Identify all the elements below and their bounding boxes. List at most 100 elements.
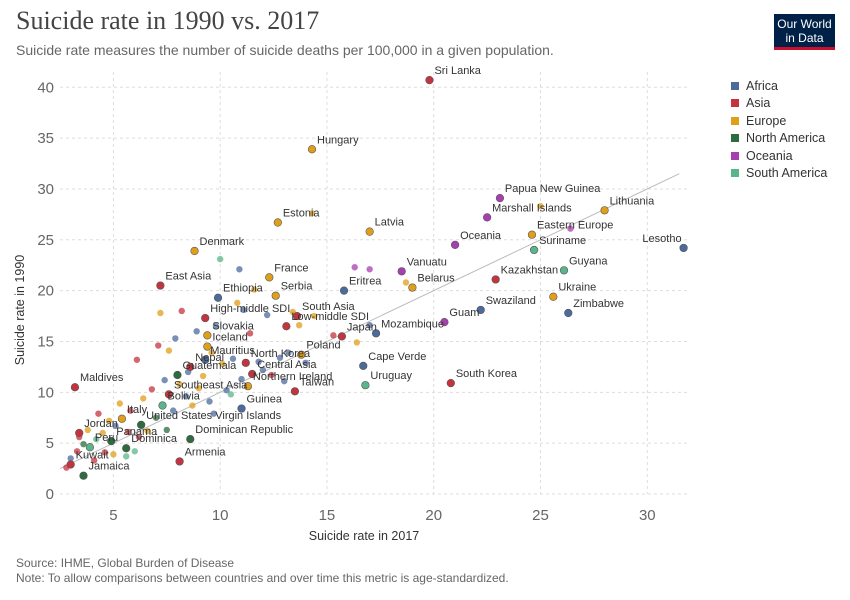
data-point[interactable] (164, 390, 174, 399)
data-point[interactable] (246, 330, 254, 337)
data-point[interactable] (255, 358, 262, 366)
data-point[interactable] (295, 322, 303, 329)
data-point[interactable] (156, 281, 165, 290)
data-point[interactable] (273, 218, 282, 227)
data-point[interactable] (307, 145, 317, 154)
data-point[interactable] (237, 404, 246, 413)
data-point[interactable] (90, 457, 98, 464)
legend-item-south-america[interactable]: South America (731, 165, 827, 183)
data-point[interactable] (302, 359, 309, 367)
legend-item-north-america[interactable]: North America (731, 130, 827, 148)
data-point[interactable] (446, 379, 455, 388)
legend-item-asia[interactable]: Asia (731, 95, 827, 113)
data-point[interactable] (169, 407, 177, 414)
data-point[interactable] (268, 371, 275, 379)
data-point[interactable] (600, 206, 609, 215)
data-point[interactable] (161, 376, 168, 384)
data-point[interactable] (263, 311, 271, 319)
data-point[interactable] (144, 427, 151, 435)
data-point[interactable] (122, 444, 131, 453)
data-point[interactable] (359, 361, 368, 370)
data-point[interactable] (229, 355, 237, 362)
data-point[interactable] (84, 426, 91, 434)
data-point[interactable] (101, 449, 109, 456)
data-point[interactable] (213, 293, 223, 302)
data-point[interactable] (157, 309, 164, 317)
data-point[interactable] (158, 401, 167, 410)
data-point[interactable] (365, 227, 374, 236)
data-point[interactable] (70, 383, 80, 392)
data-point[interactable] (219, 360, 226, 368)
data-point[interactable] (75, 428, 84, 438)
data-point[interactable] (402, 279, 410, 286)
data-point[interactable] (201, 355, 210, 364)
data-point[interactable] (371, 329, 381, 338)
data-point[interactable] (476, 305, 485, 315)
data-point[interactable] (186, 434, 195, 444)
data-point[interactable] (282, 322, 291, 331)
data-point[interactable] (290, 387, 300, 396)
data-point[interactable] (234, 299, 241, 307)
data-point[interactable] (80, 440, 87, 448)
data-point[interactable] (117, 414, 127, 423)
data-point[interactable] (79, 471, 88, 480)
data-point[interactable] (308, 210, 316, 217)
data-point[interactable] (208, 349, 215, 356)
data-point[interactable] (285, 349, 292, 356)
data-point[interactable] (193, 328, 200, 335)
data-point[interactable] (223, 387, 230, 394)
data-point[interactable] (549, 292, 558, 301)
data-point[interactable] (330, 332, 337, 339)
data-point[interactable] (450, 240, 460, 249)
data-point[interactable] (110, 451, 117, 458)
data-point[interactable] (337, 332, 346, 341)
data-point[interactable] (212, 323, 220, 330)
data-point[interactable] (527, 230, 537, 239)
data-point[interactable] (351, 264, 358, 271)
data-point[interactable] (165, 347, 173, 354)
data-point[interactable] (140, 395, 147, 402)
data-point[interactable] (195, 385, 203, 392)
data-point[interactable] (259, 366, 267, 374)
data-point[interactable] (105, 417, 113, 424)
data-point[interactable] (199, 372, 207, 380)
data-point[interactable] (491, 275, 500, 284)
data-point[interactable] (73, 448, 81, 455)
data-point[interactable] (116, 400, 123, 407)
data-point[interactable] (125, 428, 132, 436)
data-point[interactable] (227, 391, 235, 398)
data-point[interactable] (564, 308, 573, 318)
data-point[interactable] (567, 225, 574, 232)
data-point[interactable] (66, 460, 75, 469)
data-point[interactable] (310, 312, 318, 320)
data-point[interactable] (178, 307, 185, 315)
legend-item-europe[interactable]: Europe (731, 112, 827, 130)
data-point[interactable] (133, 356, 141, 363)
data-point[interactable] (216, 255, 224, 263)
data-point[interactable] (210, 410, 217, 417)
data-point[interactable] (182, 393, 190, 400)
data-point[interactable] (203, 342, 212, 351)
data-point[interactable] (240, 306, 247, 314)
data-point[interactable] (366, 266, 373, 273)
data-point[interactable] (361, 381, 370, 390)
data-point[interactable] (292, 311, 302, 321)
data-point[interactable] (425, 76, 434, 85)
data-point[interactable] (127, 407, 134, 414)
data-point[interactable] (155, 342, 162, 349)
data-point[interactable] (175, 457, 184, 466)
data-point[interactable] (189, 402, 196, 409)
data-point[interactable] (67, 455, 74, 462)
data-point[interactable] (173, 370, 182, 380)
data-point[interactable] (495, 193, 505, 203)
data-point[interactable] (397, 267, 406, 276)
data-point[interactable] (107, 437, 116, 446)
data-point[interactable] (148, 386, 156, 393)
data-point[interactable] (281, 377, 288, 385)
data-point[interactable] (176, 380, 183, 388)
legend-item-oceania[interactable]: Oceania (731, 147, 827, 165)
data-point[interactable] (152, 414, 160, 421)
data-point[interactable] (241, 358, 250, 367)
data-point[interactable] (135, 433, 143, 441)
data-point[interactable] (530, 245, 539, 255)
